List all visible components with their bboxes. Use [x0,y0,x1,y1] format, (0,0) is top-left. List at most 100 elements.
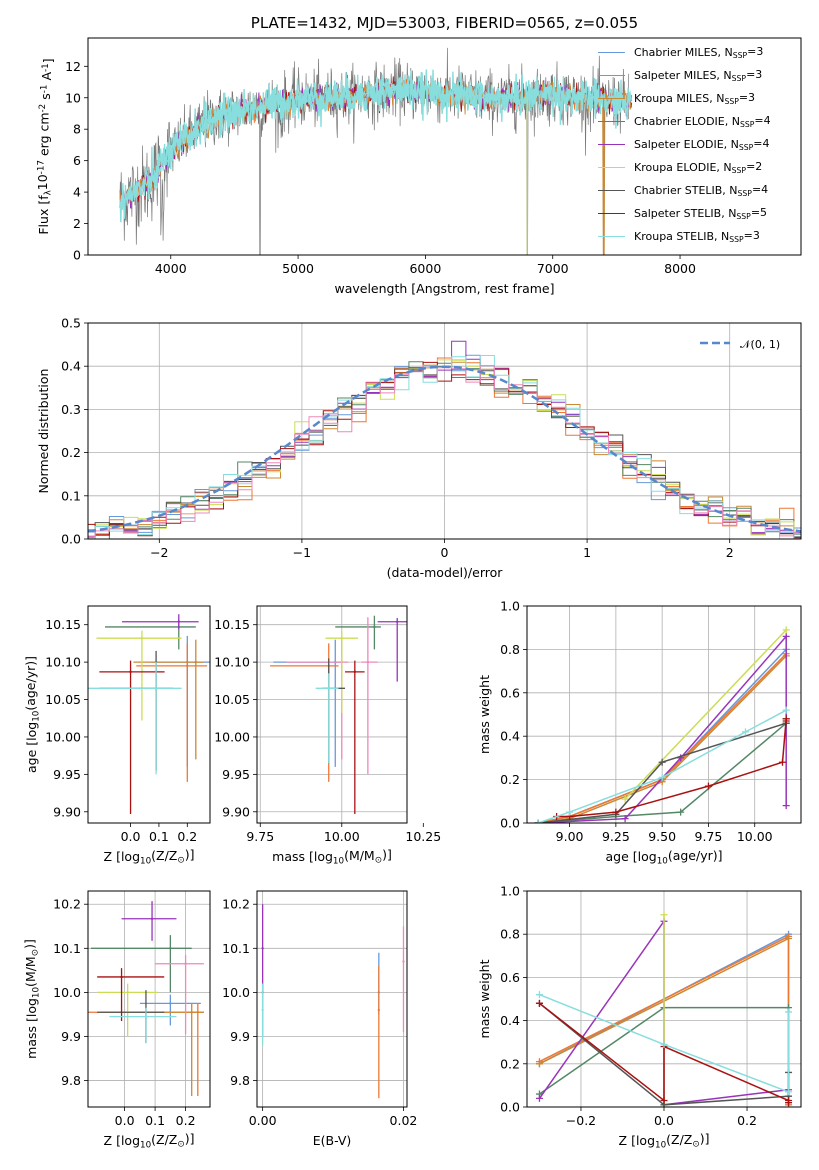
axes-residuals: −2 −1 0 1 2 0.0 0.1 0.2 0.3 0.4 0.5 (data-model)/er… [36,316,802,580]
grid [257,891,407,1107]
data-point [340,636,343,640]
data-point [366,660,370,664]
weight-marker [535,1060,543,1068]
x-tick-label: 10.00 [324,829,360,844]
axes-frame [87,37,802,256]
label-part: (data-model)/error [387,565,504,580]
label-part: SSP [732,166,747,175]
label-part: Salpeter ELODIE, N [634,138,739,151]
x-axis-label: Z [log10(Z/Z⊙)] [619,1131,710,1151]
label-part: (Z/Z [151,1132,177,1147]
y-tick-label: 9.95 [53,767,81,782]
label-part: SSP [729,235,744,244]
plot-area [261,904,405,1099]
y-axis-label: Flux [fλ10-17 erg cm-2 s-1 A-1] [35,58,56,234]
y-tick-label: 0.0 [500,816,520,831]
weight-marker [782,626,790,634]
model-spectrum-line [119,69,630,223]
y-axis-label: age [log10(age/yr)] [23,656,42,773]
x-axis-label: (data-model)/error [387,565,504,580]
x-tick-label: 0.2 [176,1113,196,1128]
weight-series-line [624,629,787,800]
label-part: wavelength [Angstrom, rest frame] [334,281,554,296]
x-tick-label: 1 [583,545,591,560]
label-part: -17 [37,160,47,174]
observed-spectrum-line [119,47,630,255]
y-tick-label: 10.10 [45,655,81,670]
y-tick-label: 0.8 [500,927,520,942]
data-point [184,962,187,965]
x-tick-label: 9.50 [648,829,676,844]
weight-marker [778,758,786,766]
y-tick-label: 0.5 [61,316,81,331]
y-tick-label: 0.0 [500,1100,520,1115]
label-part: E(B-V) [313,1133,352,1148]
label-part: age [log [24,722,39,773]
grid [527,605,801,824]
label-part: SSP [740,120,755,129]
y-axis-label: Normed distribution [36,369,51,494]
y-tick-label: 0.8 [500,642,520,657]
axes-mass-vs-EBV: 0.00 0.02 9.8 9.9 10.0 10.1 10.2 E(B-V) [222,890,417,1148]
weight-marker [677,754,685,762]
label-part: Z [log [104,1133,140,1148]
y-tick-label: 0.4 [61,359,81,374]
legend-entry: Kroupa ELODIE, NSSP=2 [634,160,762,175]
data-point [353,670,357,674]
label-part: =3 [744,229,760,242]
label-part: Chabrier ELODIE, N [634,115,740,128]
label-part: =2 [746,160,762,173]
y-tick-label: 0.3 [61,402,81,417]
label-part: 10 [140,1140,151,1150]
axes-weight-vs-age: 9.00 9.25 9.50 9.75 10.00 0.0 0.2 0.4 0.6 0.8 1.0 a… [477,599,802,866]
label-part: Chabrier MILES, N [634,46,733,59]
y-tick-label: 10.0 [222,985,250,1000]
y-tick-label: 10.1 [53,941,81,956]
label-part: Normed distribution [36,369,51,494]
ticks: 0.00 0.02 9.8 9.9 10.0 10.1 10.2 [222,897,417,1128]
y-tick-label: 0.2 [61,445,81,460]
label-part: 10 [31,987,41,998]
label-part: A [39,72,54,85]
y-tick-label: 10.00 [214,729,250,744]
label-part: (M/M [344,848,375,863]
label-part: Kroupa ELODIE, N [634,161,732,174]
weight-marker [782,632,790,640]
data-point [194,660,198,664]
y-tick-label: 6 [73,153,81,168]
label-part: =5 [751,206,767,219]
x-tick-label: 9.25 [602,829,630,844]
plot-area [535,911,793,1107]
residual-histogram [88,361,801,539]
y-tick-label: 0.2 [500,1056,520,1071]
x-tick-label: 2 [726,545,734,560]
label-part: λ [43,190,53,195]
ticks: −0.2 0.0 0.2 0.0 0.2 0.4 0.6 0.8 1.0 [500,884,757,1129]
x-axis-label: mass [log10(M/M⊙)] [272,847,392,867]
data-point [186,664,189,668]
label-part: Kroupa STELIB, N [634,230,729,243]
weight-marker [535,1094,543,1102]
x-tick-label: 0.0 [115,1113,135,1128]
chart-title: PLATE=1432, MJD=53003, FIBERID=0565, z=0… [251,14,638,32]
label-part: -1 [41,63,51,72]
weight-marker [621,795,629,803]
label-part: (age/yr)] [23,656,38,711]
y-tick-label: 10.00 [45,729,81,744]
label-part: SSP [736,212,751,221]
y-tick-label: 9.90 [222,804,250,819]
label-part: ⊙ [30,949,40,956]
weight-marker [785,935,793,943]
ticks: 4000 5000 6000 7000 8000 0 2 4 6 8 10 12 [65,59,696,276]
y-tick-label: 1.0 [500,884,520,899]
label-part: =4 [752,183,768,196]
label-part: ⊙ [375,855,382,865]
y-tick-label: 10.1 [222,941,250,956]
ticks: 0.0 0.1 0.2 9.8 9.9 10.0 10.1 10.2 [53,897,195,1128]
y-tick-label: 9.95 [222,767,250,782]
y-tick-label: 1.0 [500,599,520,614]
data-point [169,947,172,950]
weight-marker [660,911,668,919]
plot-area [88,901,204,1096]
